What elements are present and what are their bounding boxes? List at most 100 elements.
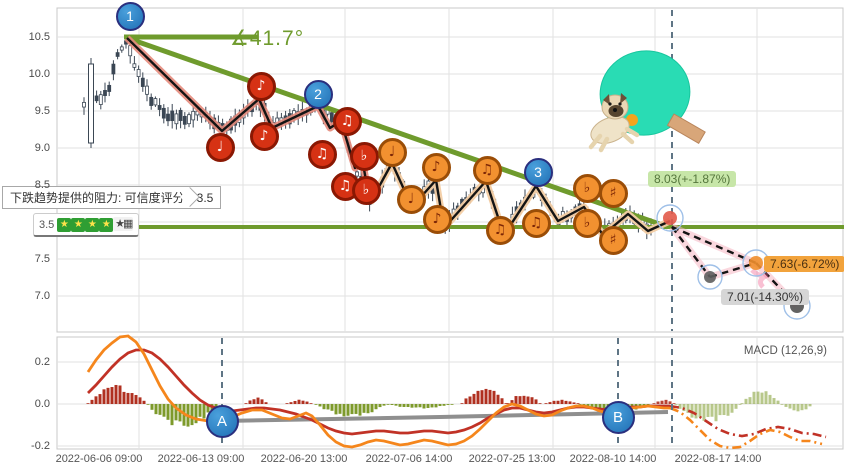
macd-histogram-bar xyxy=(710,404,714,417)
macd-histogram-bar xyxy=(110,387,114,404)
forecast-dashed-line[interactable] xyxy=(709,261,757,279)
musical-note-marker[interactable]: ♩ xyxy=(396,184,426,214)
macd-histogram-bar xyxy=(674,404,678,405)
macd-histogram-bar xyxy=(656,401,660,404)
time-axis-label: 2022-06-06 09:00 xyxy=(55,453,143,465)
candle-body xyxy=(191,110,196,121)
musical-note-marker[interactable]: ♭ xyxy=(572,208,602,238)
price-axis-label: 10.5 xyxy=(28,31,50,43)
macd-histogram-bar xyxy=(362,404,366,413)
macd-histogram-bar xyxy=(646,404,650,406)
musical-note-marker[interactable]: ♪ xyxy=(421,152,451,182)
macd-histogram-bar xyxy=(252,399,256,404)
price-level-label[interactable]: 8.03(+-1.87%) xyxy=(648,171,737,187)
macd-histogram-bar xyxy=(544,403,548,404)
wave-point-marker-3[interactable]: 3 xyxy=(523,157,553,187)
macd-histogram-bar xyxy=(318,404,322,407)
time-axis-label: 2022-07-06 14:00 xyxy=(365,453,453,465)
macd-histogram-bar xyxy=(760,392,764,404)
macd-histogram-bar xyxy=(564,400,568,404)
macd-axis-label: 0.0 xyxy=(34,398,50,410)
musical-note-marker[interactable]: ♫ xyxy=(521,208,551,238)
forecast-dashed-line[interactable] xyxy=(671,225,757,265)
macd-histogram-bar xyxy=(756,391,760,404)
macd-histogram-bar xyxy=(314,404,318,405)
wave-point-marker-b[interactable]: B xyxy=(601,400,635,434)
time-axis-label: 2022-06-13 09:00 xyxy=(157,453,245,465)
price-axis-label: 9.0 xyxy=(34,142,50,154)
macd-histogram-bar xyxy=(548,402,552,404)
musical-note-marker[interactable]: ♩ xyxy=(205,132,235,162)
musical-note-marker[interactable]: ♫ xyxy=(332,106,362,136)
musical-note-marker[interactable]: ♫ xyxy=(472,155,502,185)
macd-histogram-bar xyxy=(126,392,130,404)
macd-histogram-bar xyxy=(260,399,264,404)
forecast-dot[interactable] xyxy=(749,256,763,270)
macd-histogram-bar xyxy=(406,404,410,408)
forecast-dot[interactable] xyxy=(663,211,677,225)
candle-body xyxy=(115,52,120,57)
macd-histogram-bar xyxy=(398,404,402,407)
candle-body xyxy=(170,110,175,122)
macd-histogram-bar xyxy=(472,393,476,404)
price-level-label[interactable]: 7.63(-6.72%) xyxy=(764,256,844,272)
macd-histogram-bar xyxy=(780,404,784,405)
macd-histogram-bar xyxy=(142,400,146,404)
macd-histogram-bar xyxy=(468,396,472,404)
musical-note-marker[interactable]: ♭ xyxy=(349,141,379,171)
confidence-rating-box[interactable]: 3.5 ★ ★ ★ ★ ★▦ xyxy=(33,213,140,237)
musical-note-marker[interactable]: ♭ xyxy=(351,175,381,205)
dog-nose xyxy=(613,108,617,112)
macd-dea-forecast-line xyxy=(669,404,827,439)
musical-note-marker[interactable]: ♪ xyxy=(249,121,279,151)
macd-histogram-bar xyxy=(309,403,313,404)
wave-point-marker-a[interactable]: A xyxy=(205,404,239,438)
macd-histogram-bar xyxy=(594,404,598,410)
price-axis-label: 7.5 xyxy=(34,253,50,265)
musical-note-marker[interactable]: ♫ xyxy=(485,215,515,245)
musical-note-marker[interactable]: ♯ xyxy=(598,178,628,208)
forecast-dashed-line[interactable] xyxy=(671,226,711,278)
price-axis-label: 10.0 xyxy=(28,68,50,80)
macd-histogram-bar xyxy=(394,404,398,406)
macd-axis-label: -0.2 xyxy=(31,440,50,452)
macd-histogram-bar xyxy=(718,404,722,416)
musical-note-marker[interactable]: ♪ xyxy=(246,71,276,101)
macd-histogram-bar xyxy=(178,404,182,422)
pug-dog xyxy=(588,93,640,153)
dog-ears xyxy=(603,93,627,105)
macd-histogram-bar xyxy=(776,400,780,404)
musical-note-marker[interactable]: ♯ xyxy=(598,225,628,255)
macd-histogram-bar xyxy=(694,404,698,419)
macd-histogram-bar xyxy=(464,398,468,404)
musical-note-marker[interactable]: ♩ xyxy=(377,137,407,167)
macd-histogram-bar xyxy=(102,389,106,404)
wave-point-marker-2[interactable]: 2 xyxy=(303,79,333,109)
candle-body xyxy=(82,101,86,108)
macd-histogram-bar xyxy=(285,403,289,404)
musical-note-marker[interactable]: ♪ xyxy=(422,204,452,234)
candle-body xyxy=(174,113,179,125)
musical-note-marker[interactable]: ♫ xyxy=(307,139,337,169)
macd-histogram-bar xyxy=(744,398,748,404)
macd-histogram-bar xyxy=(492,390,496,404)
macd-histogram-bar xyxy=(438,404,442,407)
macd-histogram-bar xyxy=(698,404,702,418)
musical-note-marker[interactable]: ♭ xyxy=(572,173,602,203)
macd-histogram-bar xyxy=(305,401,309,404)
macd-histogram-bar xyxy=(289,402,293,404)
macd-histogram-bar xyxy=(734,404,738,409)
macd-histogram-bar xyxy=(264,402,268,404)
macd-histogram-bar xyxy=(106,387,110,404)
price-level-label[interactable]: 7.01(-14.30%) xyxy=(721,289,810,305)
forecast-dot[interactable] xyxy=(704,271,716,283)
macd-histogram-bar xyxy=(370,404,374,413)
macd-histogram-bar xyxy=(194,404,198,424)
wave-point-marker-1[interactable]: 1 xyxy=(115,1,145,31)
resistance-tooltip[interactable]: 下跌趋势提供的阻力: 可信度评分：3.5 xyxy=(2,186,222,209)
candle-body xyxy=(182,115,187,125)
macd-histogram-bar xyxy=(714,404,718,422)
macd-histogram-bar xyxy=(726,404,730,416)
macd-histogram-bar xyxy=(706,404,710,417)
